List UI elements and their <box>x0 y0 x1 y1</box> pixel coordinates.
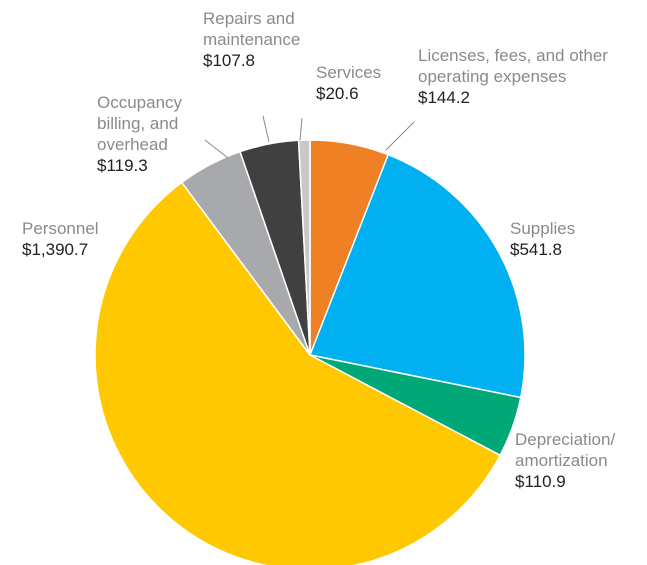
value-label: $1,390.7 <box>22 240 89 259</box>
value-label: $20.6 <box>316 84 359 103</box>
category-name: Supplies <box>510 219 576 238</box>
slice <box>297 139 311 356</box>
category-name: Licenses, fees, and other operating expe… <box>418 46 608 86</box>
category-name: Repairs and maintenance <box>203 9 301 49</box>
leader-line <box>262 115 270 143</box>
value-label: $119.3 <box>97 156 148 175</box>
category-name: Occupancy billing, and overhead <box>97 93 183 154</box>
slice-label: Services $20.6 <box>316 62 416 104</box>
value-label: $541.8 <box>510 240 562 259</box>
slice-label: Licenses, fees, and other operating expe… <box>418 45 608 108</box>
slice-label: Repairs and maintenance $107.8 <box>203 8 333 71</box>
leader-line <box>385 121 415 151</box>
value-label: $144.2 <box>418 88 470 107</box>
category-name: Depreciation/ amortization <box>515 430 616 470</box>
value-label: $107.8 <box>203 51 255 70</box>
slice-label: Occupancy billing, and overhead $119.3 <box>97 92 217 176</box>
leader-line <box>204 139 229 159</box>
value-label: $110.9 <box>515 472 566 491</box>
category-name: Services <box>316 63 382 82</box>
slice <box>94 181 502 565</box>
slice-label: Depreciation/ amortization $110.9 <box>515 429 640 492</box>
category-name: Personnel <box>22 219 99 238</box>
leader-line <box>299 117 303 141</box>
slice-label: Personnel $1,390.7 <box>22 218 142 260</box>
slice <box>308 153 526 399</box>
slice-label: Supplies $541.8 <box>510 218 630 260</box>
